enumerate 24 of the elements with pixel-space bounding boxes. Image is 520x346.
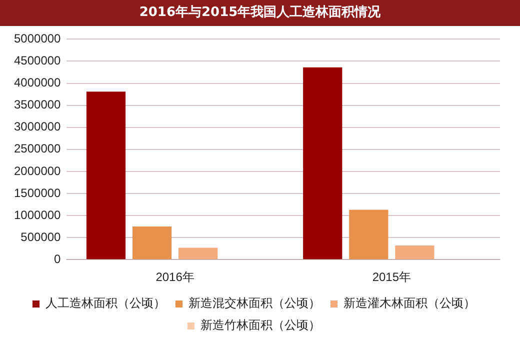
x-tick-label: 2015年 — [372, 270, 412, 284]
bar — [132, 226, 172, 260]
y-tick-label: 0 — [54, 252, 62, 266]
chart-title: 2016年与2015年我国人工造林面积情况 — [0, 0, 520, 26]
legend-label: 新造竹林面积（公顷） — [200, 318, 320, 332]
x-tick-label: 2016年 — [156, 270, 194, 284]
bar — [303, 67, 342, 260]
y-tick-label: 4000000 — [14, 76, 62, 90]
y-tick-label: 2000000 — [14, 164, 62, 178]
legend-label: 新造灌木林面积（公顷） — [344, 296, 476, 310]
y-tick-label: 4500000 — [14, 54, 62, 68]
y-tick-label: 1000000 — [14, 208, 62, 222]
y-tick-label: 5000000 — [14, 32, 62, 46]
bar — [86, 92, 126, 260]
y-tick-label: 1500000 — [14, 186, 62, 200]
bar — [178, 248, 218, 260]
y-tick-label: 500000 — [20, 230, 62, 244]
y-tick-label: 3500000 — [14, 98, 62, 112]
bar — [395, 245, 434, 260]
y-tick-label: 3000000 — [14, 120, 62, 134]
y-tick-label: 2500000 — [14, 142, 62, 156]
legend-label: 人工造林面积（公顷） — [46, 296, 166, 310]
legend-label: 新造混交林面积（公顷） — [188, 296, 320, 310]
bar — [349, 210, 388, 260]
